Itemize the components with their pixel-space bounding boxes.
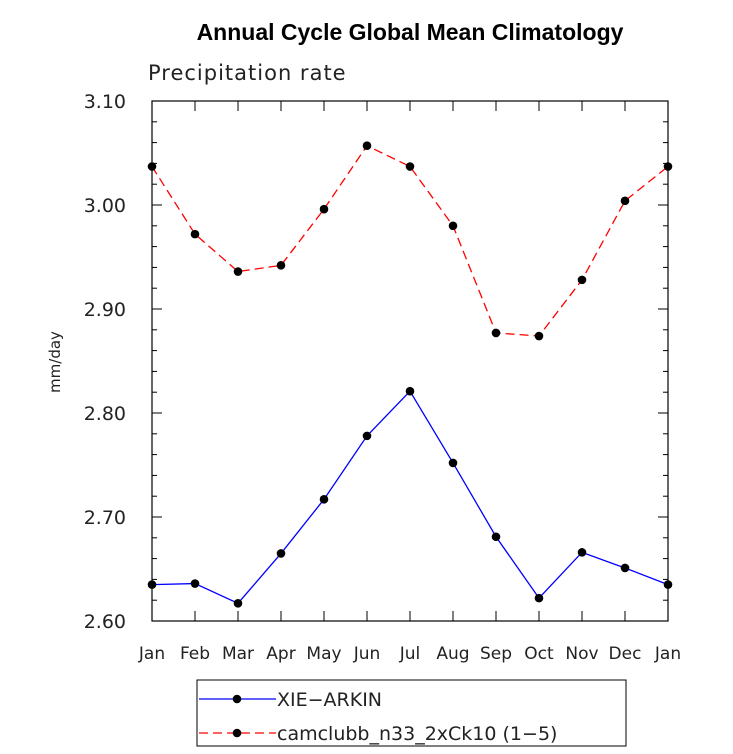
x-tick-label: Nov: [565, 644, 598, 664]
y-tick-label: 3.10: [84, 91, 126, 113]
data-point: [276, 261, 286, 270]
x-tick-label: Aug: [436, 644, 469, 664]
legend-label-2: camclubb_n33_2xCk10 (1−5): [277, 723, 557, 745]
y-tick-label: 2.60: [84, 611, 126, 633]
y-tick-label: 2.70: [84, 507, 126, 529]
data-point: [448, 458, 458, 468]
data-point: [276, 549, 286, 558]
data-point: [577, 275, 587, 285]
data-point: [405, 162, 415, 171]
x-tick-label: Dec: [609, 644, 642, 664]
data-point: [147, 580, 157, 589]
x-tick-label: Jan: [138, 644, 165, 664]
data-point: [577, 548, 587, 557]
x-tick-label: Feb: [180, 644, 210, 664]
data-point: [319, 204, 329, 214]
y-tick-label: 2.90: [84, 299, 126, 321]
data-point: [491, 328, 501, 338]
plot-frame: [151, 100, 669, 622]
x-tick-label: Jun: [353, 644, 381, 664]
y-tick-label: 3.00: [84, 195, 126, 217]
axis-ticks: [151, 100, 669, 622]
legend-box: [196, 679, 627, 747]
legend-marker-1: [232, 694, 242, 704]
x-tick-label: Jan: [654, 644, 681, 664]
data-point: [233, 599, 243, 608]
data-point: [448, 221, 458, 231]
data-point: [491, 532, 501, 542]
x-tick-label: Sep: [480, 644, 512, 664]
data-point: [534, 593, 544, 603]
chart-subtitle: Precipitation rate: [148, 61, 347, 85]
legend: XIE−ARKIN camclubb_n33_2xCk10 (1−5): [196, 679, 627, 747]
x-tick-label: Apr: [266, 644, 295, 664]
data-point: [190, 229, 200, 239]
data-point: [620, 196, 630, 206]
data-point: [663, 162, 673, 171]
legend-label-1: XIE−ARKIN: [277, 689, 382, 711]
x-tick-label: May: [306, 644, 341, 664]
series-line-2: [151, 144, 669, 337]
data-point: [663, 580, 673, 589]
legend-marker-2: [232, 728, 242, 738]
x-tick-label: Jul: [399, 644, 421, 664]
data-point: [190, 579, 200, 588]
series-line-1: [151, 390, 669, 605]
chart-title: Annual Cycle Global Mean Climatology: [197, 19, 624, 45]
x-tick-label: Mar: [222, 644, 254, 664]
series-lines: [147, 141, 673, 608]
data-point: [319, 495, 329, 504]
data-point: [534, 331, 544, 341]
data-point: [233, 267, 243, 276]
y-tick-label: 2.80: [84, 403, 126, 425]
data-point: [362, 141, 372, 151]
x-tick-label: Oct: [524, 644, 554, 664]
y-tick-labels: 2.60 2.70 2.80 2.90 3.00 3.10: [84, 91, 126, 633]
data-point: [147, 162, 157, 171]
data-point: [362, 431, 372, 441]
data-point: [405, 386, 415, 396]
y-axis-label: mm/day: [46, 331, 64, 393]
x-tick-labels: Jan Feb Mar Apr May Jun Jul Aug Sep Oct Nov Dec Jan: [138, 644, 681, 664]
data-point: [620, 563, 630, 573]
